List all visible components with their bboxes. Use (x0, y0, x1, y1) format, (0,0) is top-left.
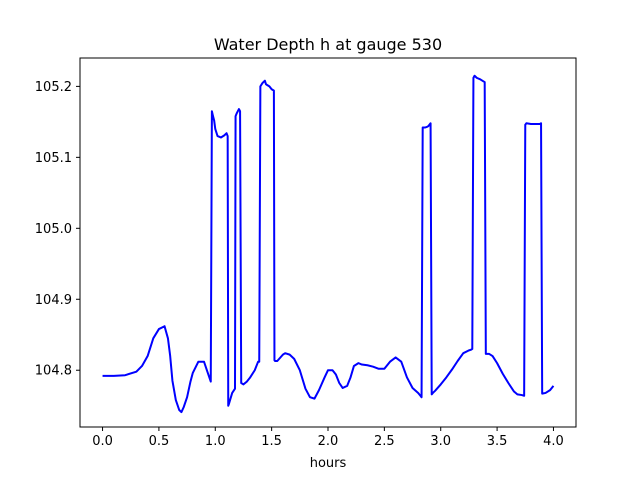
x-axis-label: hours (310, 456, 347, 471)
chart-title: Water Depth h at gauge 530 (214, 35, 442, 54)
x-tick-label: 1.0 (205, 434, 226, 449)
axes-frame (79, 57, 577, 428)
x-axis: 0.0 0.5 1.0 1.5 2.0 2.5 3.0 3.5 4.0 (92, 427, 564, 449)
x-tick-label: 4.0 (543, 434, 564, 449)
x-tick-label: 0.0 (92, 434, 113, 449)
y-tick-label: 105.2 (35, 80, 72, 95)
x-tick-label: 3.5 (487, 434, 508, 449)
x-tick-label: 2.0 (318, 434, 339, 449)
x-tick-label: 0.5 (149, 434, 170, 449)
x-tick-label: 2.5 (374, 434, 395, 449)
y-tick-label: 105.1 (35, 151, 72, 166)
y-tick-label: 104.9 (35, 293, 72, 308)
series-line-0 (102, 74, 555, 414)
x-tick-label: 3.0 (430, 434, 451, 449)
y-tick-label: 104.8 (35, 364, 72, 379)
y-axis: 104.8 104.9 105.0 105.1 105.2 (35, 80, 80, 379)
y-tick-label: 105.0 (35, 222, 72, 237)
x-tick-label: 1.5 (261, 434, 282, 449)
plot-area (102, 74, 555, 414)
